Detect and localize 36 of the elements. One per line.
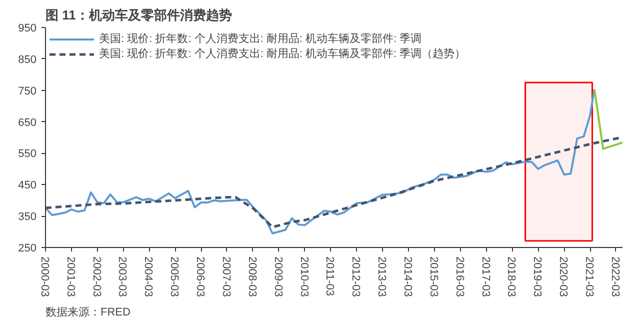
x-tick-label: 2017-03 [479, 256, 492, 297]
x-tick-label: 2014-03 [402, 256, 414, 297]
y-tick-label: 750 [18, 85, 37, 98]
x-tick-label: 2010-03 [298, 256, 310, 297]
y-tick-label: 250 [18, 242, 37, 254]
x-tick-label: 2021-03 [583, 256, 596, 297]
x-tick-label: 2007-03 [220, 256, 232, 297]
y-tick-label: 950 [18, 22, 37, 34]
chart-title: 图 11：机动车及零部件消费趋势 [46, 8, 232, 22]
x-tick-label: 2005-03 [168, 256, 180, 297]
x-tick-label: 2006-03 [194, 256, 206, 297]
line-series [46, 88, 596, 234]
x-tick-label: 2001-03 [64, 256, 76, 297]
y-tick-label: 450 [18, 180, 37, 192]
x-tick-label: 2008-03 [246, 256, 258, 297]
x-tick-label: 2016-03 [453, 256, 466, 297]
x-tick-label: 2000-03 [38, 256, 50, 297]
legend-label: 美国: 现价: 折年数: 个人消费支出: 耐用品: 机动车辆及零部件: 季调（趋势） [99, 46, 466, 61]
legend-label: 美国: 现价: 折年数: 个人消费支出: 耐用品: 机动车辆及零部件: 季调 [99, 32, 422, 46]
x-tick-label: 2009-03 [272, 256, 284, 297]
x-tick-label: 2013-03 [376, 256, 388, 297]
x-tick-label: 2019-03 [531, 256, 544, 297]
x-tick-label: 2015-03 [427, 256, 440, 297]
y-tick-label: 550 [18, 148, 37, 160]
x-tick-label: 2022-03 [608, 256, 621, 297]
x-tick-label: 2011-03 [324, 256, 336, 296]
x-tick-label: 2002-03 [90, 256, 102, 297]
source-note: 数据来源：FRED [46, 306, 130, 318]
x-tick-label: 2004-03 [142, 256, 154, 297]
x-tick-label: 2018-03 [505, 256, 518, 297]
x-tick-label: 2003-03 [116, 256, 128, 297]
x-tick-label: 2020-03 [557, 256, 570, 297]
y-tick-label: 850 [18, 54, 37, 66]
y-tick-label: 350 [18, 211, 37, 224]
x-tick-label: 2012-03 [350, 256, 362, 297]
y-tick-label: 650 [18, 116, 37, 129]
